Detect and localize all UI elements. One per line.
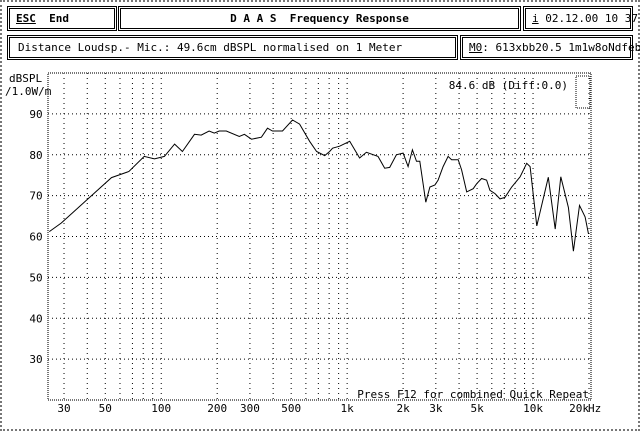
footer-note: Press F12 for combined Quick Repeat	[357, 388, 589, 401]
x-tick-label: 10k	[523, 402, 543, 415]
end-label: End	[49, 12, 69, 25]
x-tick-label: 100	[151, 402, 171, 415]
y-tick-label: 50	[29, 271, 42, 284]
x-axis-unit: Hz	[588, 402, 601, 415]
esc-end-button[interactable]: ESC End	[7, 6, 117, 31]
x-tick-label: 3k	[429, 402, 443, 415]
page-title: D A A S Frequency Response	[118, 6, 521, 31]
x-tick-label: 300	[240, 402, 260, 415]
info-datetime[interactable]: i 02.12.00 10 37	[523, 6, 638, 31]
y-tick-label: 70	[29, 190, 42, 203]
memory-value: : 613xbb20.5 1m1w8oNdfeb	[482, 41, 640, 54]
memory-slot[interactable]: M0: 613xbb20.5 1m1w8oNdfeb	[460, 35, 640, 60]
memory-key: M0	[469, 41, 483, 54]
plot-border	[47, 72, 592, 401]
datetime: 02.12.00 10 37	[545, 12, 638, 25]
x-tick-label: 1k	[341, 402, 355, 415]
x-tick-label: 2k	[396, 402, 410, 415]
info-key: i	[532, 12, 539, 25]
level-scale-marker	[575, 75, 591, 109]
x-tick-label: 50	[99, 402, 112, 415]
measurement-description: Distance Loudsp.- Mic.: 49.6cm dBSPL nor…	[7, 35, 458, 60]
series-line	[49, 119, 589, 252]
esc-key-label: ESC	[16, 12, 36, 25]
y-axis-label: dBSPL	[9, 72, 42, 85]
level-annotation: 84.6 dB (Diff:0.0)	[449, 79, 568, 92]
x-tick-label: 20k	[569, 402, 589, 415]
y-tick-label: 90	[29, 108, 42, 121]
y-tick-label: 40	[29, 312, 42, 325]
x-tick-label: 5k	[470, 402, 484, 415]
y-tick-label: 80	[29, 149, 42, 162]
x-tick-label: 30	[57, 402, 70, 415]
x-tick-label: 200	[207, 402, 227, 415]
y-tick-label: 60	[29, 231, 42, 244]
x-tick-label: 500	[281, 402, 301, 415]
y-tick-label: 30	[29, 353, 42, 366]
y-axis-unit: /1.0W/m	[5, 85, 52, 98]
